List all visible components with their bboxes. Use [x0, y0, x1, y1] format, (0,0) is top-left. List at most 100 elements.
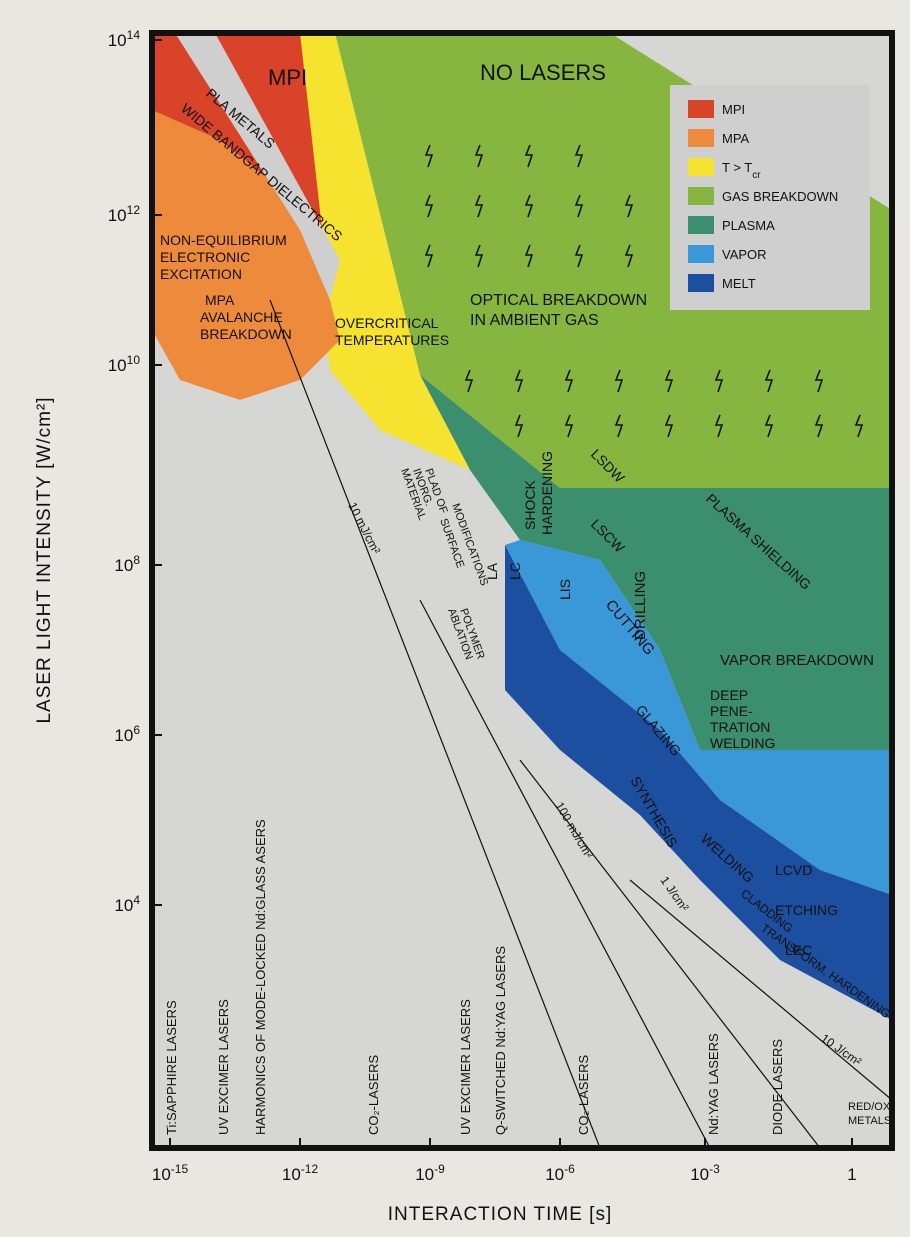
bolt-mark-1	[474, 144, 484, 168]
legend-label-0: MPI	[722, 102, 745, 117]
legend-label-5: VAPOR	[722, 247, 767, 262]
label-la: LA	[484, 562, 500, 580]
label-mpa-2: AVALANCHE	[200, 309, 283, 325]
bolt-mark-26	[714, 414, 724, 438]
y-tick-label-0: 1014	[108, 28, 141, 50]
legend-label-3: GAS BREAKDOWN	[722, 189, 838, 204]
fluence-line-10j	[629, 879, 892, 1101]
region-vapor	[505, 540, 892, 895]
label-non-eq-3: EXCITATION	[160, 266, 242, 282]
x-tick-label-0: 10-15	[152, 1162, 189, 1184]
laser-label-2: HARMONICS OF MODE-LOCKED Nd:GLASS ASERS	[253, 819, 268, 1135]
label-shock-2: HARDENING	[539, 451, 555, 535]
label-overcrit-1: OVERCRITICAL	[335, 315, 439, 331]
bolt-mark-28	[814, 414, 824, 438]
legend-label-4: PLASMA	[722, 218, 775, 233]
label-vapor-breakdown: VAPOR BREAKDOWN	[720, 652, 874, 669]
laser-label-5: Q-SWITCHED Nd:YAG LASERS	[493, 946, 508, 1135]
legend-swatch-1	[688, 129, 714, 147]
label-lcvd: LCVD	[775, 862, 812, 878]
legend-label-1: MPA	[722, 131, 750, 146]
bolt-mark-18	[664, 369, 674, 393]
label-optical-2: IN AMBIENT GAS	[470, 312, 599, 329]
x-tick-label-4: 10-3	[690, 1162, 720, 1184]
label-drilling: DRILLING	[632, 571, 649, 640]
y-tick-label-2: 1010	[108, 353, 141, 375]
label-mpa-1: MPA	[205, 292, 235, 308]
laser-label-0: Ti:SAPPHIRE LASERS	[164, 1000, 179, 1135]
bolt-mark-29	[854, 414, 864, 438]
bolt-mark-27	[764, 414, 774, 438]
y-tick-label-5: 104	[114, 893, 140, 915]
label-deep-1: DEEP	[710, 687, 748, 703]
bolt-mark-13	[624, 244, 634, 268]
fluence-line-10mj	[269, 299, 601, 1148]
plot-frame	[149, 30, 895, 1151]
y-tick-label-4: 106	[114, 723, 140, 745]
label-overcrit-2: TEMPERATURES	[335, 332, 449, 348]
bolt-mark-7	[574, 194, 584, 218]
label-deep-2: PENE-	[710, 703, 753, 719]
x-axis-title: INTERACTION TIME [s]	[388, 1204, 612, 1225]
bolt-mark-0	[424, 144, 434, 168]
laser-label-6: CO₂-LASERS	[576, 1054, 591, 1135]
bolt-mark-23	[564, 414, 574, 438]
fluence-line-100mj	[419, 599, 711, 1148]
bolt-mark-24	[614, 414, 624, 438]
laser-label-7: Nd:YAG LASERS	[706, 1033, 721, 1135]
label-non-eq-2: ELECTRONIC	[160, 249, 250, 265]
bolt-mark-2	[524, 144, 534, 168]
gas-breakdown-marks	[424, 144, 864, 438]
bolt-mark-8	[624, 194, 634, 218]
y-tick-label-3: 108	[114, 553, 140, 575]
label-deep-4: WELDING	[710, 735, 775, 751]
bolt-mark-15	[514, 369, 524, 393]
label-lis: LIS	[557, 579, 573, 600]
bolt-mark-16	[564, 369, 574, 393]
fluence-lines	[269, 299, 892, 1148]
bolt-mark-19	[714, 369, 724, 393]
bolt-mark-12	[574, 244, 584, 268]
legend-swatch-5	[688, 245, 714, 263]
bolt-mark-4	[424, 194, 434, 218]
region-melt	[505, 545, 892, 1020]
label-no-lasers: NO LASERS	[480, 60, 606, 85]
legend-swatch-6	[688, 274, 714, 292]
bolt-mark-25	[664, 414, 674, 438]
legend-swatch-0	[688, 100, 714, 118]
bolt-mark-17	[614, 369, 624, 393]
y-axis-title: LASER LIGHT INTENSITY [W/cm²]	[34, 396, 55, 723]
region-plasma	[420, 375, 892, 750]
laser-label-8: DIODE LASERS	[770, 1039, 785, 1135]
laser-label-3: CO₂-LASERS	[366, 1054, 381, 1135]
label-shock-1: SHOCK	[522, 480, 538, 530]
bolt-mark-5	[474, 194, 484, 218]
label-mpi: MPI	[268, 65, 307, 90]
laser-type-labels: Ti:SAPPHIRE LASERS UV EXCIMER LASERS HARMO…	[164, 819, 785, 1135]
fluence-line-1j	[519, 759, 821, 1148]
label-lc: LC	[507, 562, 523, 580]
bolt-mark-22	[514, 414, 524, 438]
label-optical-1: OPTICAL BREAKDOWN	[470, 292, 647, 309]
label-redox-1: RED/OX	[848, 1101, 891, 1113]
label-redox-2: METALS	[848, 1115, 891, 1127]
y-axis-ticks: 1014 1012 1010 108 106 104	[108, 28, 162, 915]
laser-label-1: UV EXCIMER LASERS	[216, 999, 231, 1135]
label-mpa-3: BREAKDOWN	[200, 326, 292, 342]
bolt-mark-21	[814, 369, 824, 393]
label-etching: ETCHING	[775, 902, 838, 918]
laser-label-4: UV EXCIMER LASERS	[458, 999, 473, 1135]
label-lec: LEC	[785, 942, 812, 958]
x-tick-label-5: 1	[847, 1165, 856, 1184]
bolt-mark-9	[424, 244, 434, 268]
legend-swatch-2	[688, 158, 714, 176]
band-wide-bandgap	[175, 33, 340, 300]
bolt-mark-14	[464, 369, 474, 393]
bolt-mark-10	[474, 244, 484, 268]
legend-swatch-3	[688, 187, 714, 205]
bolt-mark-6	[524, 194, 534, 218]
bolt-mark-11	[524, 244, 534, 268]
label-deep-3: TRATION	[710, 719, 770, 735]
